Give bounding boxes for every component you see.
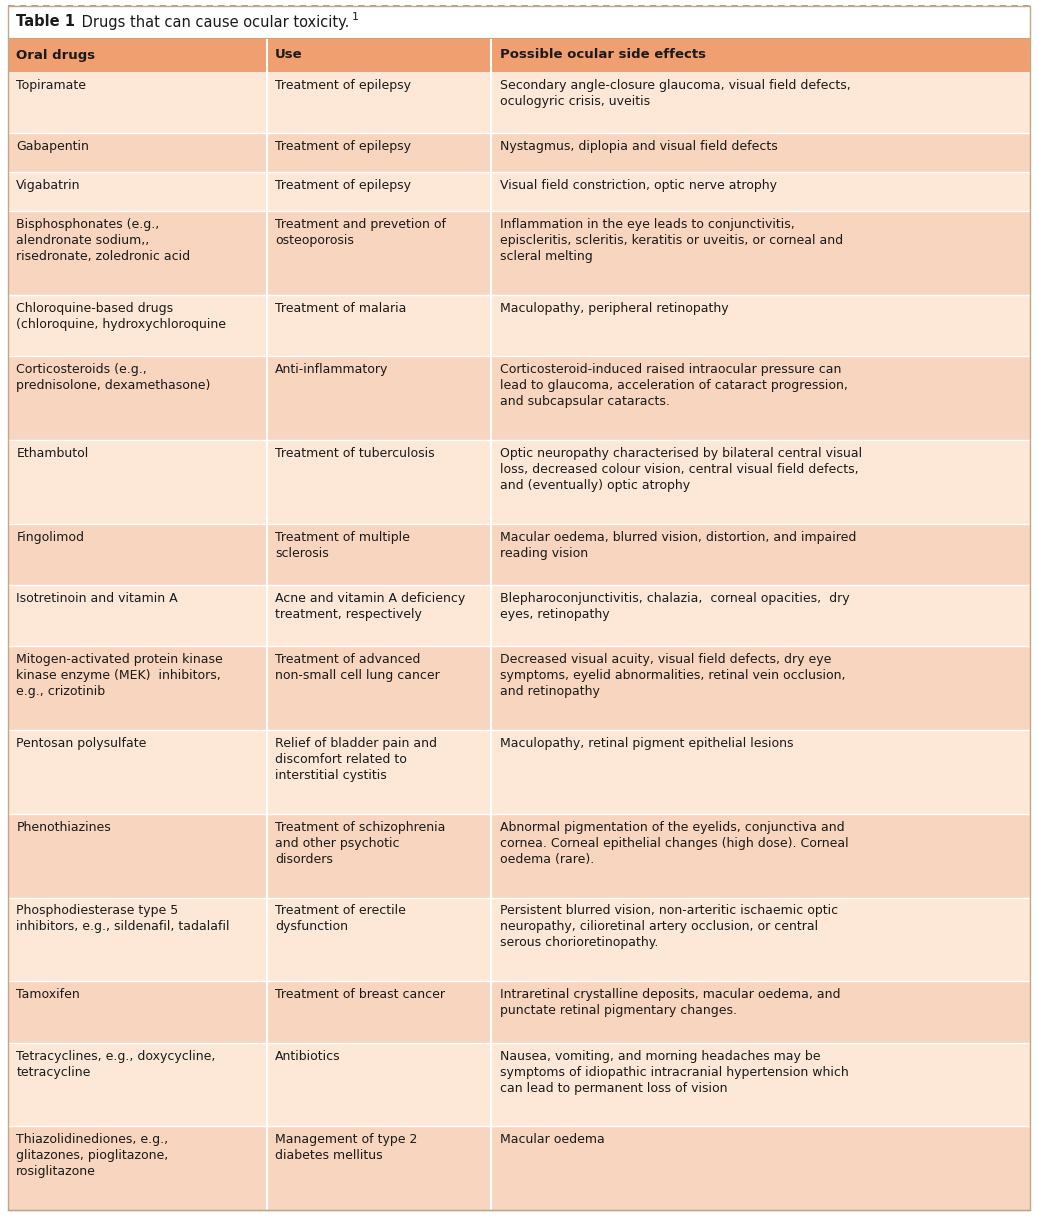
- Bar: [8, 6, 1030, 38]
- Text: Mitogen-activated protein kinase
kinase enzyme (MEK)  inhibitors,
e.g., crizotin: Mitogen-activated protein kinase kinase …: [17, 653, 223, 698]
- Text: Phenothiazines: Phenothiazines: [17, 821, 111, 834]
- Bar: [8, 1042, 1030, 1126]
- Text: Treatment of tuberculosis: Treatment of tuberculosis: [275, 447, 435, 460]
- Bar: [8, 1126, 1030, 1210]
- Text: Persistent blurred vision, non-arteritic ischaemic optic
neuropathy, cilioretina: Persistent blurred vision, non-arteritic…: [499, 905, 838, 950]
- Text: Anti-inflammatory: Anti-inflammatory: [275, 364, 388, 376]
- Text: Pentosan polysulfate: Pentosan polysulfate: [17, 737, 146, 750]
- Text: Tamoxifen: Tamoxifen: [17, 989, 80, 1001]
- Bar: [8, 730, 1030, 814]
- Text: Treatment of multiple
sclerosis: Treatment of multiple sclerosis: [275, 530, 410, 559]
- Bar: [8, 585, 1030, 647]
- Bar: [8, 814, 1030, 897]
- Text: Treatment of epilepsy: Treatment of epilepsy: [275, 140, 411, 153]
- Text: Table 1: Table 1: [17, 15, 76, 29]
- Text: Management of type 2
diabetes mellitus: Management of type 2 diabetes mellitus: [275, 1133, 417, 1162]
- Bar: [8, 897, 1030, 981]
- Text: Antibiotics: Antibiotics: [275, 1049, 340, 1063]
- Text: Decreased visual acuity, visual field defects, dry eye
symptoms, eyelid abnormal: Decreased visual acuity, visual field de…: [499, 653, 845, 698]
- Text: Inflammation in the eye leads to conjunctivitis,
episcleritis, scleritis, kerati: Inflammation in the eye leads to conjunc…: [499, 218, 843, 263]
- Text: Optic neuropathy characterised by bilateral central visual
loss, decreased colou: Optic neuropathy characterised by bilate…: [499, 447, 862, 492]
- Bar: [8, 524, 1030, 585]
- Text: Tetracyclines, e.g., doxycycline,
tetracycline: Tetracyclines, e.g., doxycycline, tetrac…: [17, 1049, 216, 1079]
- Text: Ethambutol: Ethambutol: [17, 447, 88, 460]
- Text: Treatment of malaria: Treatment of malaria: [275, 302, 406, 315]
- Text: Corticosteroid-induced raised intraocular pressure can
lead to glaucoma, acceler: Corticosteroid-induced raised intraocula…: [499, 364, 848, 409]
- Text: Nausea, vomiting, and morning headaches may be
symptoms of idiopathic intracrani: Nausea, vomiting, and morning headaches …: [499, 1049, 848, 1094]
- Text: Treatment and prevetion of
osteoporosis: Treatment and prevetion of osteoporosis: [275, 218, 446, 247]
- Text: Treatment of epilepsy: Treatment of epilepsy: [275, 79, 411, 92]
- Text: Oral drugs: Oral drugs: [17, 49, 95, 62]
- Text: Visual field constriction, optic nerve atrophy: Visual field constriction, optic nerve a…: [499, 179, 776, 192]
- Bar: [8, 173, 1030, 212]
- Text: Acne and vitamin A deficiency
treatment, respectively: Acne and vitamin A deficiency treatment,…: [275, 592, 465, 621]
- Text: Intraretinal crystalline deposits, macular oedema, and
punctate retinal pigmenta: Intraretinal crystalline deposits, macul…: [499, 989, 840, 1018]
- Bar: [8, 440, 1030, 524]
- Text: Maculopathy, retinal pigment epithelial lesions: Maculopathy, retinal pigment epithelial …: [499, 737, 793, 750]
- Bar: [8, 134, 1030, 173]
- Bar: [8, 647, 1030, 730]
- Bar: [8, 212, 1030, 295]
- Bar: [8, 38, 1030, 72]
- Text: Corticosteroids (e.g.,
prednisolone, dexamethasone): Corticosteroids (e.g., prednisolone, dex…: [17, 364, 211, 393]
- Text: Drugs that can cause ocular toxicity.: Drugs that can cause ocular toxicity.: [78, 15, 350, 29]
- Text: Isotretinoin and vitamin A: Isotretinoin and vitamin A: [17, 592, 177, 606]
- Text: Use: Use: [275, 49, 302, 62]
- Text: Secondary angle-closure glaucoma, visual field defects,
oculogyric crisis, uveit: Secondary angle-closure glaucoma, visual…: [499, 79, 850, 108]
- Text: Macular oedema, blurred vision, distortion, and impaired
reading vision: Macular oedema, blurred vision, distorti…: [499, 530, 856, 559]
- Text: Gabapentin: Gabapentin: [17, 140, 89, 153]
- Text: Treatment of erectile
dysfunction: Treatment of erectile dysfunction: [275, 905, 406, 934]
- Bar: [8, 72, 1030, 134]
- Text: Vigabatrin: Vigabatrin: [17, 179, 81, 192]
- Text: Relief of bladder pain and
discomfort related to
interstitial cystitis: Relief of bladder pain and discomfort re…: [275, 737, 437, 782]
- Text: Treatment of epilepsy: Treatment of epilepsy: [275, 179, 411, 192]
- Bar: [8, 356, 1030, 440]
- Text: 1: 1: [352, 12, 359, 22]
- Text: Bisphosphonates (e.g.,
alendronate sodium,,
risedronate, zoledronic acid: Bisphosphonates (e.g., alendronate sodiu…: [17, 218, 190, 263]
- Text: Possible ocular side effects: Possible ocular side effects: [499, 49, 706, 62]
- Text: Fingolimod: Fingolimod: [17, 530, 84, 544]
- Text: Nystagmus, diplopia and visual field defects: Nystagmus, diplopia and visual field def…: [499, 140, 777, 153]
- Text: Topiramate: Topiramate: [17, 79, 86, 92]
- Bar: [8, 981, 1030, 1042]
- Text: Treatment of schizophrenia
and other psychotic
disorders: Treatment of schizophrenia and other psy…: [275, 821, 445, 866]
- Text: Blepharoconjunctivitis, chalazia,  corneal opacities,  dry
eyes, retinopathy: Blepharoconjunctivitis, chalazia, cornea…: [499, 592, 849, 621]
- Text: Abnormal pigmentation of the eyelids, conjunctiva and
cornea. Corneal epithelial: Abnormal pigmentation of the eyelids, co…: [499, 821, 848, 866]
- Text: Thiazolidinediones, e.g.,
glitazones, pioglitazone,
rosiglitazone: Thiazolidinediones, e.g., glitazones, pi…: [17, 1133, 168, 1178]
- Text: Phosphodiesterase type 5
inhibitors, e.g., sildenafil, tadalafil: Phosphodiesterase type 5 inhibitors, e.g…: [17, 905, 229, 934]
- Text: Treatment of breast cancer: Treatment of breast cancer: [275, 989, 445, 1001]
- Text: Maculopathy, peripheral retinopathy: Maculopathy, peripheral retinopathy: [499, 302, 729, 315]
- Text: Chloroquine-based drugs
(chloroquine, hydroxychloroquine: Chloroquine-based drugs (chloroquine, hy…: [17, 302, 226, 331]
- Text: Macular oedema: Macular oedema: [499, 1133, 604, 1147]
- Bar: [8, 295, 1030, 356]
- Text: Treatment of advanced
non-small cell lung cancer: Treatment of advanced non-small cell lun…: [275, 653, 440, 682]
